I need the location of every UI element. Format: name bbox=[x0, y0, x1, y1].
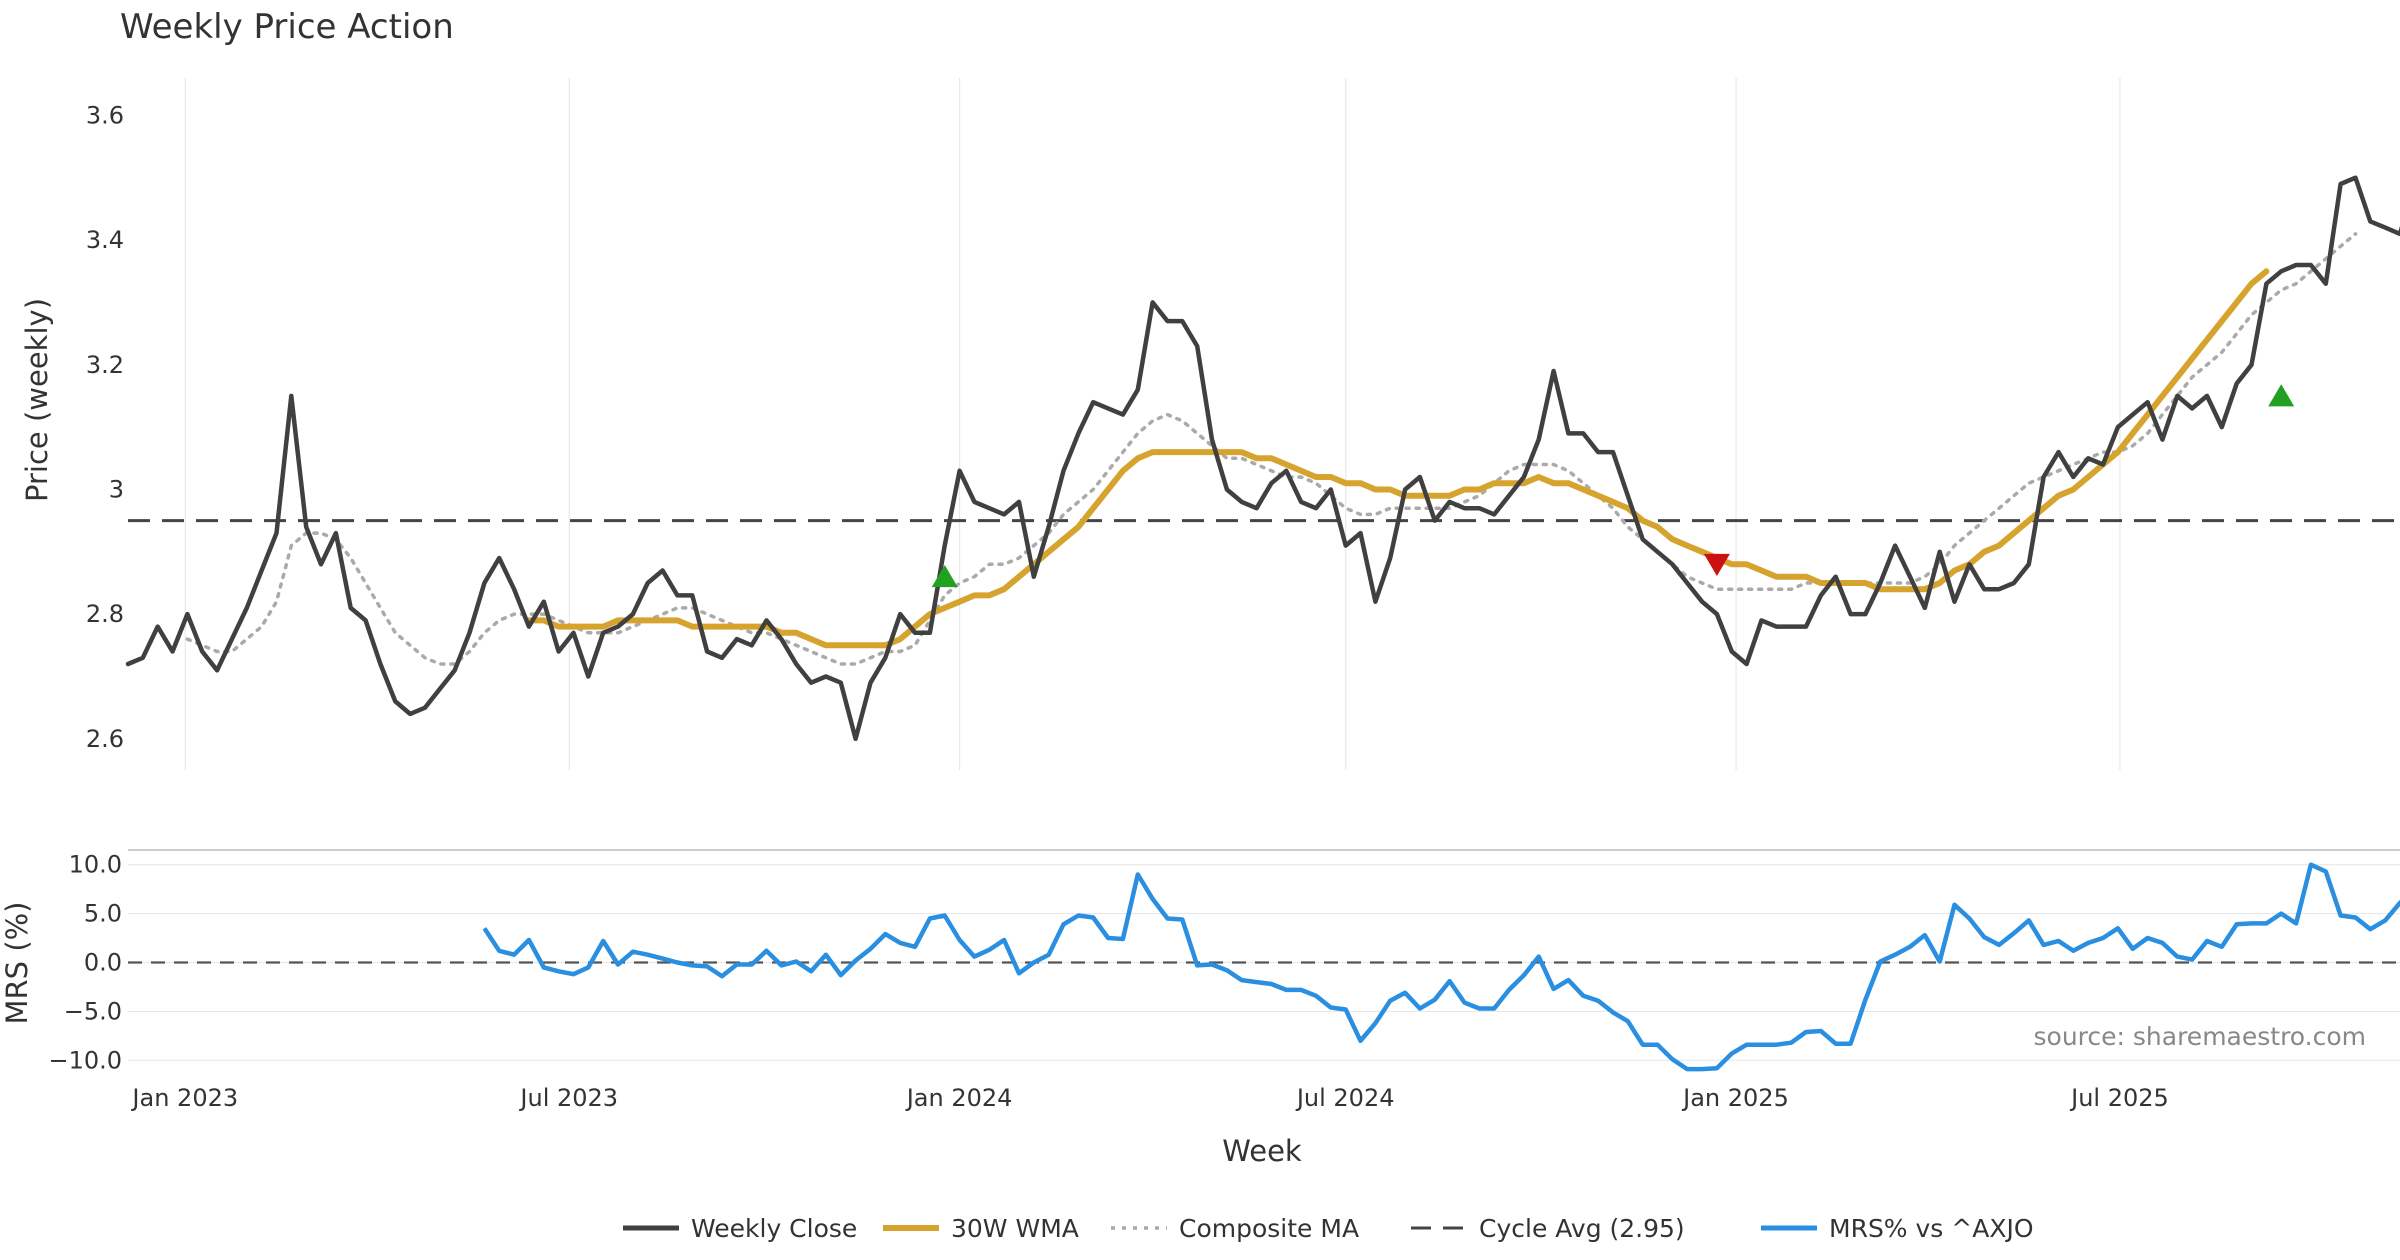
price-y-axis-label: Price (weekly) bbox=[20, 298, 54, 502]
sell-signal-marker bbox=[1703, 553, 1730, 576]
price-series bbox=[125, 175, 2400, 742]
mrs-series bbox=[482, 862, 2400, 1072]
chart-title: Weekly Price Action bbox=[120, 7, 454, 47]
price-grid bbox=[184, 78, 2121, 770]
x-tick-label: Jan 2023 bbox=[130, 1084, 238, 1112]
mrs-y-tick-label: −10.0 bbox=[48, 1046, 122, 1074]
weekly-close-line bbox=[125, 175, 2400, 742]
composite-ma-line bbox=[185, 232, 2358, 666]
price-y-tick-label: 3.4 bbox=[86, 226, 124, 254]
x-tick-label: Jan 2024 bbox=[905, 1084, 1013, 1112]
buy-signal-marker bbox=[931, 565, 958, 588]
mrs-y-tick-label: 0.0 bbox=[84, 949, 122, 977]
price-y-tick-label: 3.2 bbox=[86, 351, 124, 379]
legend-label: Cycle Avg (2.95) bbox=[1479, 1214, 1685, 1243]
mrs-y-tick-label: 5.0 bbox=[84, 900, 122, 928]
mrs-line bbox=[482, 862, 2400, 1072]
x-tick-label: Jan 2025 bbox=[1681, 1084, 1789, 1112]
mrs-y-ticks: 10.0 5.0 0.0 −5.0 −10.0 bbox=[48, 851, 122, 1075]
price-y-tick-label: 2.8 bbox=[86, 600, 124, 628]
legend: Weekly Close 30W WMA Composite MA Cycle Avg… bbox=[623, 1214, 2034, 1243]
signal-markers bbox=[931, 384, 2295, 588]
price-y-tick-label: 3 bbox=[109, 475, 124, 503]
legend-label: 30W WMA bbox=[951, 1214, 1079, 1243]
mrs-y-tick-label: 10.0 bbox=[69, 851, 122, 879]
x-tick-label: Jul 2024 bbox=[1295, 1084, 1395, 1112]
x-axis-label: Week bbox=[1222, 1134, 1302, 1168]
wma-30w-line bbox=[525, 268, 2270, 649]
mrs-y-axis-label: MRS (%) bbox=[0, 902, 34, 1025]
price-y-tick-label: 2.6 bbox=[86, 725, 124, 753]
legend-label: Weekly Close bbox=[691, 1214, 857, 1243]
legend-label: Composite MA bbox=[1179, 1214, 1359, 1243]
x-ticks: Jan 2023 Jul 2023 Jan 2024 Jul 2024 Jan 2025… bbox=[130, 1084, 2168, 1112]
x-tick-label: Jul 2025 bbox=[2069, 1084, 2169, 1112]
price-y-tick-label: 3.6 bbox=[86, 101, 124, 129]
buy-signal-marker bbox=[2268, 384, 2295, 407]
x-tick-label: Jul 2023 bbox=[518, 1084, 618, 1112]
mrs-y-tick-label: −5.0 bbox=[64, 997, 122, 1025]
legend-label: MRS% vs ^AXJO bbox=[1829, 1214, 2034, 1243]
price-y-ticks: 2.6 2.8 3 3.2 3.4 3.6 bbox=[86, 101, 124, 752]
source-note: source: sharemaestro.com bbox=[2034, 1022, 2367, 1051]
